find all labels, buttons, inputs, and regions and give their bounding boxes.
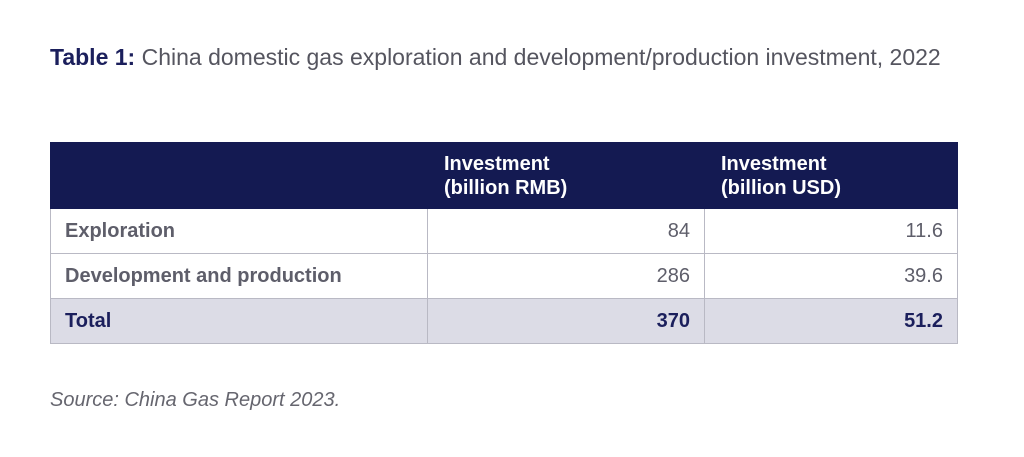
- row-usd-value: 11.6: [704, 208, 958, 254]
- row-rmb-value: 84: [427, 208, 705, 254]
- header-rmb-line2: (billion RMB): [444, 176, 568, 199]
- header-empty-cell: [50, 142, 428, 209]
- total-label: Total: [50, 298, 428, 344]
- row-rmb-value: 286: [427, 253, 705, 299]
- table-caption: Table 1: China domestic gas exploration …: [50, 44, 950, 71]
- table-caption-text: China domestic gas exploration and devel…: [135, 44, 941, 70]
- header-usd-line2: (billion USD): [721, 176, 841, 199]
- table-body: Exploration 84 11.6 Development and prod…: [50, 208, 958, 344]
- table-caption-label: Table 1:: [50, 44, 136, 70]
- total-usd-value: 51.2: [704, 298, 958, 344]
- total-row: Total 370 51.2: [50, 298, 958, 344]
- row-label: Exploration: [50, 208, 428, 254]
- header-rmb: Investment (billion RMB): [427, 142, 705, 209]
- header-usd: Investment (billion USD): [704, 142, 958, 209]
- investment-table: Investment (billion RMB) Investment (bil…: [50, 142, 958, 344]
- source-note: Source: China Gas Report 2023.: [50, 389, 341, 411]
- header-row: Investment (billion RMB) Investment (bil…: [50, 142, 958, 209]
- header-usd-line1: Investment: [721, 152, 827, 175]
- header-rmb-line1: Investment: [444, 152, 550, 175]
- table-header: Investment (billion RMB) Investment (bil…: [50, 142, 958, 209]
- table-row: Development and production 286 39.6: [50, 253, 958, 299]
- row-label: Development and production: [50, 253, 428, 299]
- row-usd-value: 39.6: [704, 253, 958, 299]
- table-row: Exploration 84 11.6: [50, 208, 958, 254]
- total-rmb-value: 370: [427, 298, 705, 344]
